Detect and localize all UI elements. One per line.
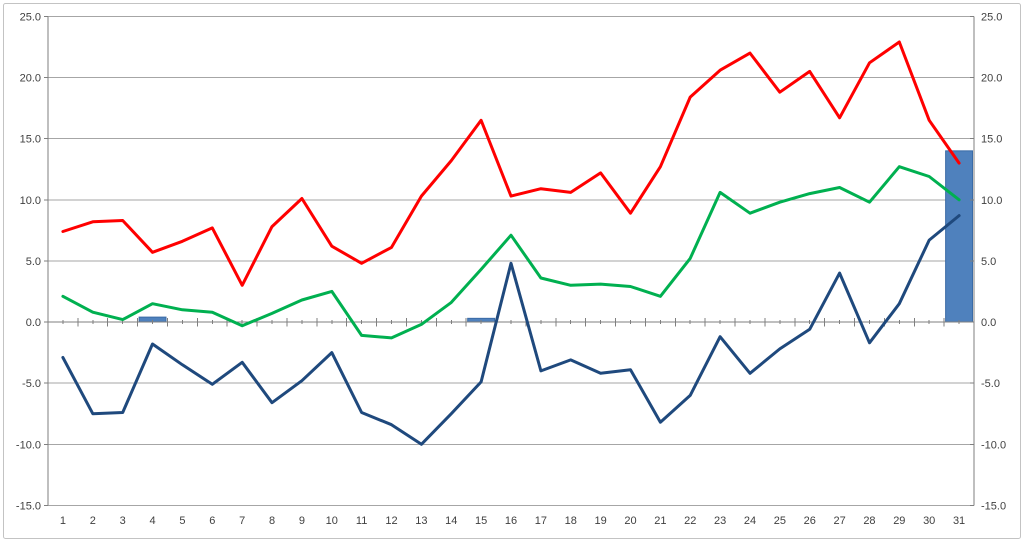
y-axis-label-right: 25.0 — [981, 11, 1002, 23]
x-axis-label: 27 — [833, 515, 845, 527]
x-axis-label: 7 — [239, 515, 245, 527]
y-axis-label-right: 0.0 — [981, 317, 996, 329]
x-axis-label: 26 — [804, 515, 816, 527]
x-axis-label: 22 — [684, 515, 696, 527]
y-axis-label-right: -15.0 — [981, 500, 1006, 512]
x-axis-label: 18 — [565, 515, 577, 527]
x-axis-label: 5 — [179, 515, 185, 527]
y-axis-label-right: -10.0 — [981, 439, 1006, 451]
y-axis-label-left: 20.0 — [20, 73, 41, 85]
x-axis-label: 13 — [415, 515, 427, 527]
x-axis-label: 15 — [475, 515, 487, 527]
bar-day-31[interactable] — [945, 150, 974, 323]
x-axis-label: 19 — [594, 515, 606, 527]
x-axis-label: 25 — [774, 515, 786, 527]
navy-line[interactable] — [61, 214, 961, 446]
x-axis-label: 14 — [445, 515, 457, 527]
x-axis-label: 29 — [893, 515, 905, 527]
y-axis-label-left: 5.0 — [26, 256, 41, 268]
x-axis-label: 3 — [120, 515, 126, 527]
x-axis-label: 23 — [714, 515, 726, 527]
x-axis-label: 17 — [535, 515, 547, 527]
x-axis-label: 4 — [149, 515, 155, 527]
x-axis-label: 16 — [505, 515, 517, 527]
x-axis-label: 9 — [299, 515, 305, 527]
y-axis-label-right: 20.0 — [981, 73, 1002, 85]
red-line[interactable] — [61, 40, 961, 287]
x-axis-label: 6 — [209, 515, 215, 527]
y-axis-label-left: -10.0 — [16, 439, 41, 451]
y-axis-label-left: -5.0 — [22, 378, 41, 390]
green-line[interactable] — [61, 165, 961, 340]
x-axis-label: 28 — [863, 515, 875, 527]
x-axis-label: 21 — [654, 515, 666, 527]
x-axis-label: 20 — [624, 515, 636, 527]
y-axis-label-left: 25.0 — [20, 11, 41, 23]
x-axis-label: 10 — [326, 515, 338, 527]
x-axis-label: 12 — [385, 515, 397, 527]
y-axis-label-right: 5.0 — [981, 256, 996, 268]
x-axis-label: 30 — [923, 515, 935, 527]
x-axis-label: 24 — [744, 515, 756, 527]
y-axis-label-left: -15.0 — [16, 500, 41, 512]
y-axis-label-right: 10.0 — [981, 195, 1002, 207]
y-axis-label-right: -5.0 — [981, 378, 1000, 390]
y-axis-label-left: 10.0 — [20, 195, 41, 207]
x-axis-label: 1 — [60, 515, 66, 527]
y-axis-label-left: 15.0 — [20, 134, 41, 146]
x-axis-label: 8 — [269, 515, 275, 527]
x-axis-label: 31 — [953, 515, 965, 527]
y-axis-label-right: 15.0 — [981, 134, 1002, 146]
x-axis-label: 11 — [356, 515, 367, 527]
x-axis-label: 2 — [90, 515, 96, 527]
y-axis-label-left: 0.0 — [26, 317, 41, 329]
